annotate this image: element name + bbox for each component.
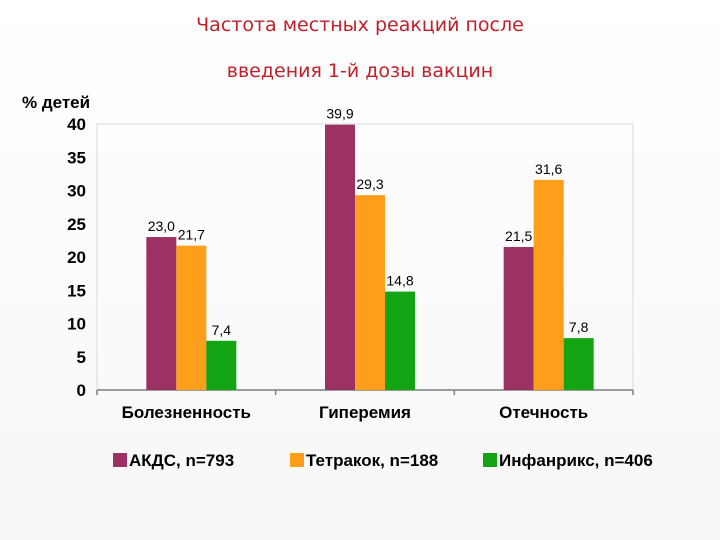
legend-swatch bbox=[113, 453, 127, 467]
x-tick-label: Гиперемия bbox=[319, 403, 411, 422]
x-tick-label: Отечность bbox=[499, 403, 588, 422]
bar bbox=[533, 179, 564, 390]
bar bbox=[176, 245, 207, 390]
bar bbox=[325, 124, 355, 390]
legend-label: АКДС, n=793 bbox=[129, 451, 234, 470]
data-label: 21,5 bbox=[505, 228, 532, 244]
data-label: 7,8 bbox=[569, 319, 589, 335]
y-tick-label: 25 bbox=[67, 215, 86, 234]
y-tick-label: 5 bbox=[77, 348, 86, 367]
legend-label: Инфанрикс, n=406 bbox=[499, 451, 653, 470]
bar bbox=[563, 338, 594, 390]
legend-label: Тетракок, n=188 bbox=[306, 451, 438, 470]
bar bbox=[146, 237, 177, 390]
y-tick-label: 15 bbox=[67, 281, 86, 300]
bar bbox=[206, 340, 237, 390]
data-label: 23,0 bbox=[148, 218, 175, 234]
data-label: 31,6 bbox=[535, 161, 562, 177]
y-tick-label: 10 bbox=[67, 315, 86, 334]
chart-title-line-2: введения 1-й дозы вакцин bbox=[226, 60, 494, 82]
y-tick-label: 30 bbox=[67, 182, 86, 201]
data-label: 29,3 bbox=[356, 176, 383, 192]
x-tick-label: Болезненность bbox=[122, 403, 251, 422]
bar bbox=[355, 195, 385, 390]
chart-title-line-1: Частота местных реакций после bbox=[196, 14, 524, 36]
data-label: 39,9 bbox=[326, 106, 353, 122]
bar bbox=[503, 247, 534, 390]
legend-swatch bbox=[483, 453, 497, 467]
data-label: 21,7 bbox=[178, 227, 205, 243]
y-tick-label: 35 bbox=[67, 148, 86, 167]
y-tick-label: 20 bbox=[67, 248, 86, 267]
y-tick-label: 40 bbox=[67, 115, 86, 134]
data-label: 14,8 bbox=[386, 273, 413, 289]
y-tick-label: 0 bbox=[77, 381, 86, 400]
bar bbox=[385, 291, 415, 390]
data-label: 7,4 bbox=[212, 322, 232, 338]
legend-swatch bbox=[290, 453, 304, 467]
y-axis-label: % детей bbox=[22, 93, 90, 112]
